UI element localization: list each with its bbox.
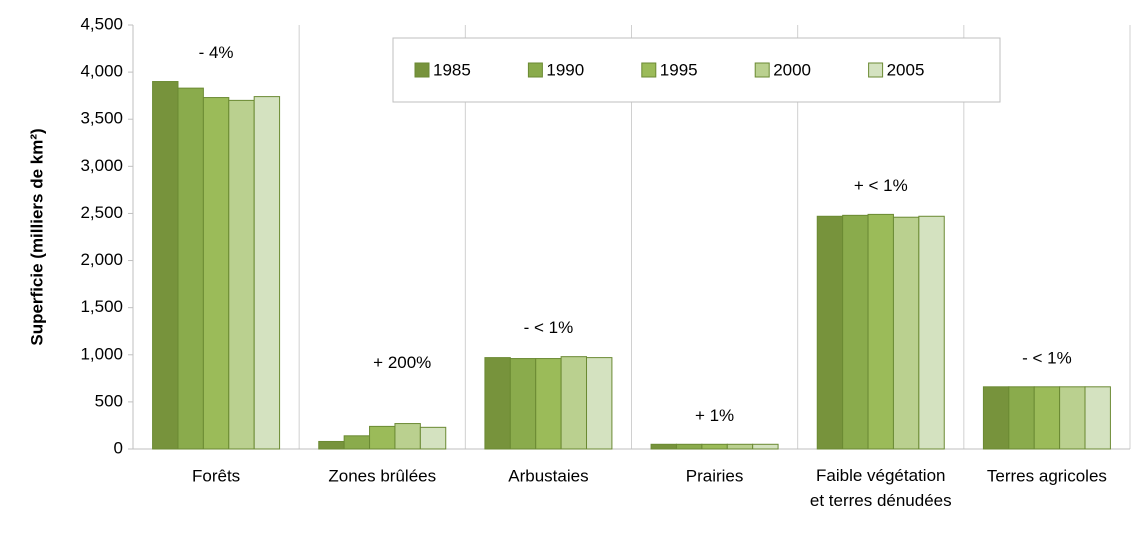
x-tick-label: Zones brûlées <box>328 466 436 485</box>
bar <box>1033 386 1061 450</box>
bar <box>177 87 204 450</box>
bar <box>752 443 779 450</box>
bar <box>586 357 613 450</box>
y-tick-label: 4,500 <box>80 14 123 33</box>
bar <box>152 81 179 450</box>
x-tick-label: Terres agricoles <box>987 466 1107 485</box>
x-tick-label-line: Faible végétation <box>816 466 945 485</box>
bar <box>369 425 396 450</box>
legend-swatch <box>641 62 657 78</box>
bar <box>918 215 945 450</box>
x-tick-label: Arbustaies <box>508 466 588 485</box>
bar <box>253 96 281 450</box>
bar <box>1008 386 1035 450</box>
bar <box>318 440 345 450</box>
annotation: + < 1% <box>854 176 908 195</box>
y-tick-label: 2,500 <box>80 203 123 222</box>
y-tick-label: 500 <box>95 391 123 410</box>
bar <box>726 443 754 450</box>
y-tick-label: 4,000 <box>80 62 123 81</box>
bar <box>343 435 371 450</box>
bar <box>892 216 920 450</box>
x-tick-label-line: et terres dénudées <box>810 491 952 510</box>
annotation: - 4% <box>199 43 234 62</box>
y-axis-label: Superficie (milliers de km²) <box>27 128 46 345</box>
legend-swatch <box>754 62 770 78</box>
legend-label: 2005 <box>887 60 925 79</box>
bar <box>509 358 537 450</box>
legend-swatch <box>414 62 430 78</box>
bar <box>842 214 869 450</box>
legend-swatch <box>527 62 543 78</box>
bar <box>701 443 728 450</box>
bar <box>560 356 588 450</box>
bar <box>675 443 703 450</box>
y-tick-label: 3,500 <box>80 109 123 128</box>
legend-label: 1995 <box>660 60 698 79</box>
x-tick-label: Faible végétation et terres dénudées <box>810 466 952 510</box>
annotation: + 200% <box>373 353 431 372</box>
bar <box>228 99 255 450</box>
bar <box>867 213 894 450</box>
bar <box>1084 386 1111 450</box>
annotation: - < 1% <box>1022 348 1072 367</box>
x-tick-label: Prairies <box>686 466 744 485</box>
legend-box <box>392 37 1001 103</box>
annotation: + 1% <box>695 406 734 425</box>
y-tick-label: 2,000 <box>80 250 123 269</box>
bar <box>535 358 562 450</box>
legend-label: 1990 <box>546 60 584 79</box>
bar <box>650 443 677 450</box>
bar <box>1059 386 1086 450</box>
legend-swatch <box>868 62 884 78</box>
x-tick-label: Forêts <box>192 466 240 485</box>
bar <box>982 386 1010 450</box>
bar <box>816 215 844 450</box>
y-tick-label: 1,000 <box>80 344 123 363</box>
bar <box>419 426 447 450</box>
legend-label: 1985 <box>433 60 471 79</box>
bar <box>484 357 511 450</box>
y-tick-label: 3,000 <box>80 156 123 175</box>
annotation: - < 1% <box>524 318 574 337</box>
y-tick-label: 1,500 <box>80 297 123 316</box>
legend-label: 2000 <box>773 60 811 79</box>
y-tick-label: 0 <box>114 438 123 457</box>
bar <box>394 423 421 450</box>
bar <box>202 97 230 450</box>
